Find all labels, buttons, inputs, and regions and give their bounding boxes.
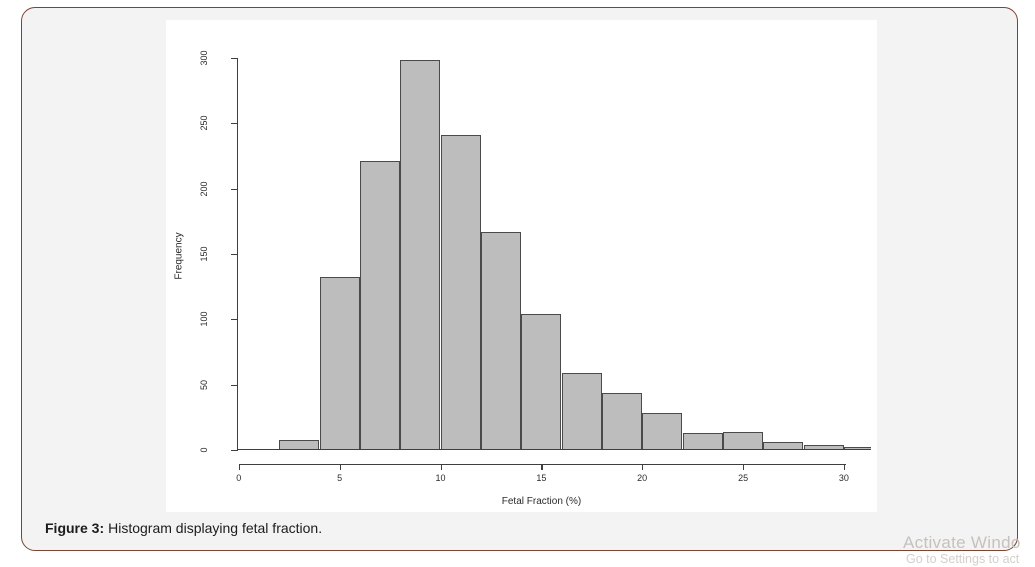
histogram-bar — [400, 60, 441, 450]
y-axis-tick — [230, 384, 237, 386]
histogram-bar — [722, 431, 764, 450]
histogram-bar — [521, 314, 562, 450]
histogram-bar — [440, 134, 481, 450]
histogram-bar — [319, 277, 360, 450]
activate-windows-watermark: Activate Windo — [903, 533, 1021, 552]
y-tick-label: 300 — [198, 50, 209, 66]
x-axis-tick — [440, 464, 442, 470]
y-tick-label: 100 — [198, 311, 209, 327]
zero-baseline — [236, 449, 870, 451]
y-axis-tick — [230, 188, 237, 190]
histogram-bar — [359, 161, 401, 450]
figure-caption-text: Histogram displaying fetal fraction. — [108, 520, 323, 536]
histogram-bar — [480, 231, 522, 450]
x-tick-label: 25 — [738, 472, 749, 483]
x-axis-tick — [238, 464, 240, 470]
y-axis-line — [236, 57, 238, 451]
x-axis-tick — [843, 464, 846, 470]
figure-caption: Figure 3: Histogram displaying fetal frac… — [45, 520, 322, 536]
y-axis-tick — [230, 123, 237, 125]
plot-area — [166, 20, 871, 512]
x-axis-tick — [743, 464, 745, 470]
histogram-bar — [682, 433, 723, 450]
x-tick-label: 20 — [637, 472, 648, 483]
histogram-bar — [642, 413, 683, 450]
y-tick-label: 250 — [198, 115, 209, 131]
y-tick-label: 50 — [198, 379, 209, 390]
y-tick-label: 150 — [198, 246, 209, 262]
figure-card: 0 50 100 150 200 250 300 0 5 10 15 20 25 30 Frequenc… — [21, 7, 1018, 551]
chart-panel: 0 50 100 150 200 250 300 0 5 10 15 20 25 30 Frequenc… — [165, 19, 877, 512]
y-axis-tick — [230, 253, 237, 255]
y-axis-tick — [230, 319, 237, 321]
y-axis-label: Frequency — [173, 231, 184, 280]
x-tick-label: 5 — [337, 472, 343, 483]
x-axis-label: Fetal Fraction (%) — [501, 495, 582, 507]
histogram-bar — [601, 392, 643, 450]
y-axis-tick — [230, 450, 237, 452]
histogram-bar — [561, 372, 602, 450]
x-tick-label: 0 — [236, 472, 242, 483]
y-tick-label: 200 — [198, 180, 209, 197]
x-axis-tick — [339, 464, 341, 470]
x-axis-tick — [541, 464, 543, 470]
x-tick-label: 10 — [435, 472, 446, 483]
y-tick-label: 0 — [198, 447, 209, 453]
figure-caption-number: Figure 3: — [45, 520, 105, 536]
y-axis-tick — [230, 57, 237, 59]
x-tick-label: 15 — [536, 472, 547, 483]
x-tick-label: 30 — [838, 472, 849, 483]
x-axis-tick — [642, 464, 644, 470]
go-to-settings-watermark: Go to Settings to act — [906, 552, 1020, 566]
